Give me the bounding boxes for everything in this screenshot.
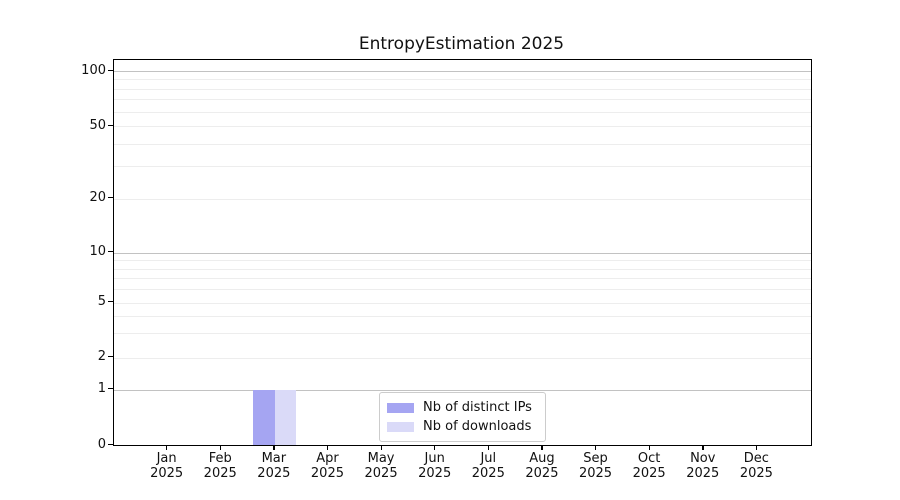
gridline-minor: [114, 126, 811, 127]
x-tick-year: 2025: [578, 466, 613, 481]
x-tick-month: Nov: [690, 451, 716, 466]
y-tick-mark: [108, 356, 113, 358]
x-tick-mark: [541, 445, 543, 450]
x-tick-year: 2025: [310, 466, 344, 481]
x-tick-mark: [648, 445, 650, 450]
x-tick-label: Mar 2025: [243, 451, 305, 481]
legend-label: Nb of downloads: [423, 419, 532, 434]
gridline-minor: [114, 357, 811, 359]
gridline-minor: [114, 79, 811, 81]
plot-area: [113, 59, 812, 446]
y-tick-mark: [108, 197, 113, 199]
x-tick-month: Aug: [529, 451, 555, 466]
y-tick-mark: [108, 443, 113, 445]
legend-swatch-distinct-ips: [387, 402, 414, 413]
x-tick-month: May: [367, 451, 395, 466]
y-tick-mark: [108, 301, 113, 303]
x-tick-year: 2025: [364, 466, 398, 481]
x-tick-year: 2025: [203, 466, 237, 481]
x-tick-label: Apr 2025: [296, 451, 358, 481]
x-tick-month: Jan: [156, 451, 177, 466]
x-tick-label: Jun 2025: [404, 451, 466, 481]
x-tick-label: Oct 2025: [618, 451, 680, 481]
bar-distinct-ips: [253, 389, 275, 445]
gridline-minor: [114, 111, 811, 113]
x-tick-month: Mar: [261, 451, 287, 466]
x-tick-label: Jan 2025: [136, 451, 198, 481]
x-tick-month: Jul: [480, 451, 497, 466]
x-tick-label: Sep 2025: [565, 451, 627, 481]
y-tick-label: 0: [97, 436, 106, 452]
y-tick-mark: [108, 251, 113, 253]
gridline-major: [114, 252, 811, 254]
y-tick-label: 1: [97, 381, 106, 396]
x-tick-year: 2025: [257, 466, 291, 481]
bar-downloads: [274, 389, 297, 445]
y-tick-label: 5: [97, 294, 106, 309]
y-tick-label: 50: [89, 117, 106, 133]
x-tick-year: 2025: [686, 466, 720, 481]
x-tick-mark: [487, 445, 490, 450]
gridline-minor: [114, 198, 811, 200]
x-tick-month: Apr: [316, 451, 339, 466]
gridline-minor: [114, 88, 811, 90]
legend-item: Nb of downloads: [387, 417, 537, 436]
gridline-minor: [114, 302, 811, 304]
x-tick-mark: [755, 445, 758, 450]
x-tick-month: Dec: [743, 451, 769, 466]
gridline-minor: [114, 99, 811, 101]
gridline-minor: [114, 289, 811, 291]
gridline-minor: [114, 278, 811, 280]
legend-item: Nb of distinct IPs: [387, 398, 537, 417]
y-tick-mark: [108, 124, 113, 126]
chart-title: EntropyEstimation 2025: [358, 34, 565, 54]
legend-swatch-downloads: [387, 421, 414, 432]
y-tick-label: 2: [97, 349, 106, 364]
x-tick-year: 2025: [418, 466, 452, 481]
x-tick-label: Feb 2025: [189, 451, 251, 481]
y-tick-label: 100: [81, 62, 106, 78]
gridline-minor: [114, 260, 811, 262]
x-tick-mark: [166, 445, 168, 450]
x-tick-label: Nov 2025: [672, 451, 734, 481]
x-tick-mark: [702, 445, 704, 450]
gridline-minor: [114, 268, 811, 270]
gridline-minor: [114, 166, 811, 168]
x-tick-mark: [273, 445, 275, 450]
gridline-minor: [114, 315, 811, 317]
y-tick-mark: [108, 69, 113, 71]
x-tick-mark: [434, 445, 436, 450]
x-tick-year: 2025: [525, 466, 559, 481]
gridline-minor: [114, 143, 811, 145]
x-tick-month: Feb: [208, 451, 232, 466]
x-tick-label: Aug 2025: [511, 451, 573, 481]
y-tick-label: 20: [89, 190, 106, 205]
x-tick-year: 2025: [471, 466, 505, 481]
x-tick-year: 2025: [150, 466, 184, 481]
legend: Nb of distinct IPs Nb of downloads: [379, 392, 546, 442]
x-tick-year: 2025: [632, 466, 666, 481]
x-tick-mark: [595, 445, 597, 450]
y-tick-mark: [108, 388, 113, 390]
y-tick-label: 10: [89, 244, 106, 259]
x-tick-label: Dec 2025: [725, 451, 787, 481]
x-tick-month: Jun: [424, 451, 445, 466]
x-tick-month: Oct: [637, 451, 661, 466]
x-tick-label: Jul 2025: [457, 451, 519, 481]
x-tick-mark: [219, 445, 222, 450]
legend-label: Nb of distinct IPs: [423, 400, 532, 415]
x-tick-month: Sep: [583, 451, 608, 466]
x-tick-mark: [326, 445, 329, 450]
gridline-minor: [114, 333, 811, 335]
x-tick-label: May 2025: [350, 451, 412, 481]
gridline-major: [114, 71, 811, 72]
gridline-major: [114, 389, 811, 391]
x-tick-year: 2025: [739, 466, 773, 481]
x-tick-mark: [380, 445, 382, 450]
